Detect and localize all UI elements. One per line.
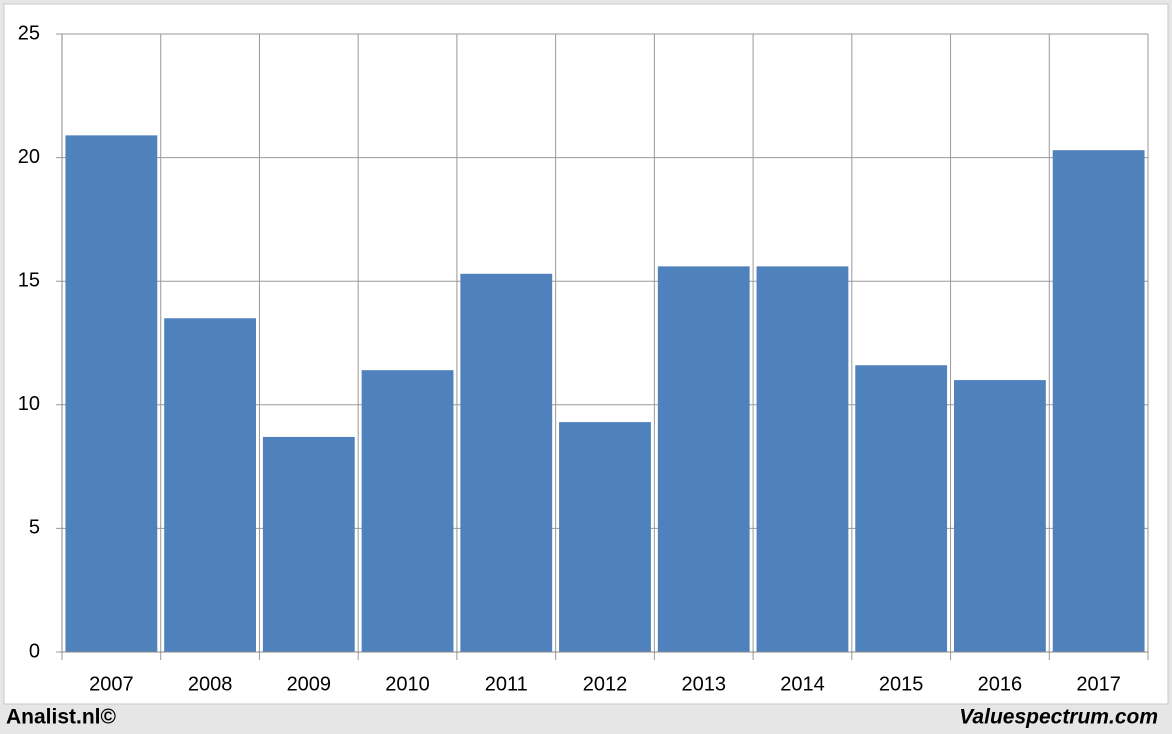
bar (262, 436, 355, 652)
bar (559, 422, 651, 652)
x-tick-label: 2008 (188, 673, 233, 695)
bar (756, 266, 849, 652)
x-tick-label: 2009 (287, 673, 332, 695)
bar (361, 370, 454, 652)
bar (164, 318, 256, 652)
footer-left: Analist.nl© (6, 706, 117, 729)
y-tick-label: 25 (18, 22, 40, 44)
x-tick-label: 2010 (385, 673, 430, 695)
y-tick-label: 10 (18, 393, 40, 415)
bar (657, 266, 750, 652)
y-tick-label: 0 (29, 640, 40, 662)
y-tick-label: 5 (29, 517, 40, 539)
x-tick-label: 2011 (485, 673, 528, 695)
y-tick-label: 15 (18, 269, 40, 291)
x-tick-label: 2016 (978, 673, 1023, 695)
x-tick-label: 2015 (879, 673, 924, 695)
bar (460, 273, 553, 652)
bar (954, 380, 1046, 652)
x-tick-label: 2017 (1076, 673, 1121, 695)
x-tick-label: 2012 (583, 673, 628, 695)
bar (1052, 150, 1145, 652)
x-tick-label: 2014 (780, 673, 825, 695)
bar (855, 365, 948, 652)
x-tick-label: 2007 (89, 673, 134, 695)
x-tick-label: 2013 (681, 673, 726, 695)
y-tick-label: 20 (18, 146, 40, 168)
bar (65, 135, 158, 653)
footer-right: Valuespectrum.com (959, 706, 1158, 729)
